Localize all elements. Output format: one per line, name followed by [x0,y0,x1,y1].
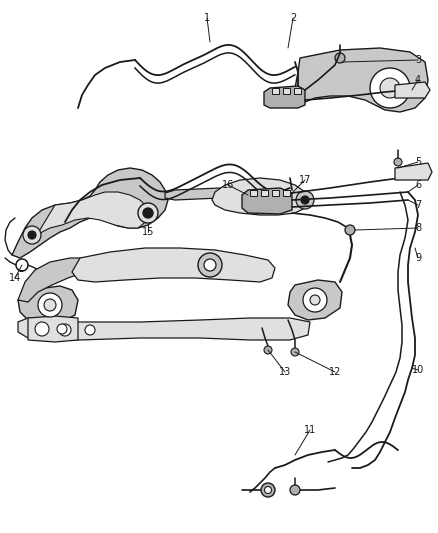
Circle shape [310,295,320,305]
Circle shape [291,348,299,356]
Polygon shape [283,88,290,94]
Polygon shape [18,258,95,302]
Circle shape [23,226,41,244]
Text: 7: 7 [415,200,421,210]
Text: 8: 8 [415,223,421,233]
Text: 6: 6 [415,180,421,190]
Circle shape [345,225,355,235]
Circle shape [394,158,402,166]
Polygon shape [288,280,342,320]
Text: 17: 17 [299,175,311,185]
Circle shape [28,231,36,239]
Circle shape [301,196,309,204]
Polygon shape [212,178,308,215]
Text: 2: 2 [290,13,296,23]
Circle shape [261,483,275,497]
Text: 15: 15 [142,227,154,237]
Polygon shape [250,190,257,196]
Polygon shape [295,48,428,112]
Polygon shape [272,190,279,196]
Text: 9: 9 [415,253,421,263]
Text: 10: 10 [412,365,424,375]
Text: 11: 11 [304,425,316,435]
Circle shape [335,53,345,63]
Circle shape [198,253,222,277]
Text: 3: 3 [415,55,421,65]
Polygon shape [294,88,301,94]
Circle shape [204,259,216,271]
Circle shape [44,299,56,311]
Circle shape [303,288,327,312]
Circle shape [296,191,314,209]
Polygon shape [395,163,432,180]
Text: 5: 5 [415,157,421,167]
Text: 13: 13 [279,367,291,377]
Polygon shape [242,188,292,214]
Circle shape [35,322,49,336]
Circle shape [265,487,272,494]
Polygon shape [28,316,78,342]
Text: 14: 14 [9,273,21,283]
Polygon shape [165,188,230,200]
Circle shape [59,324,71,336]
Circle shape [264,346,272,354]
Circle shape [85,325,95,335]
Text: 4: 4 [415,75,421,85]
Polygon shape [283,190,290,196]
Polygon shape [72,248,275,282]
Circle shape [370,68,410,108]
Polygon shape [264,86,305,108]
Polygon shape [395,82,430,98]
Polygon shape [18,286,78,325]
Circle shape [290,485,300,495]
Text: 16: 16 [222,180,234,190]
Polygon shape [12,168,168,258]
Polygon shape [261,190,268,196]
Polygon shape [18,318,310,340]
Circle shape [57,324,67,334]
Circle shape [380,78,400,98]
Circle shape [143,208,153,218]
Circle shape [38,293,62,317]
Circle shape [138,203,158,223]
Text: 1: 1 [204,13,210,23]
Polygon shape [272,88,279,94]
Text: 12: 12 [329,367,341,377]
Polygon shape [35,192,148,238]
